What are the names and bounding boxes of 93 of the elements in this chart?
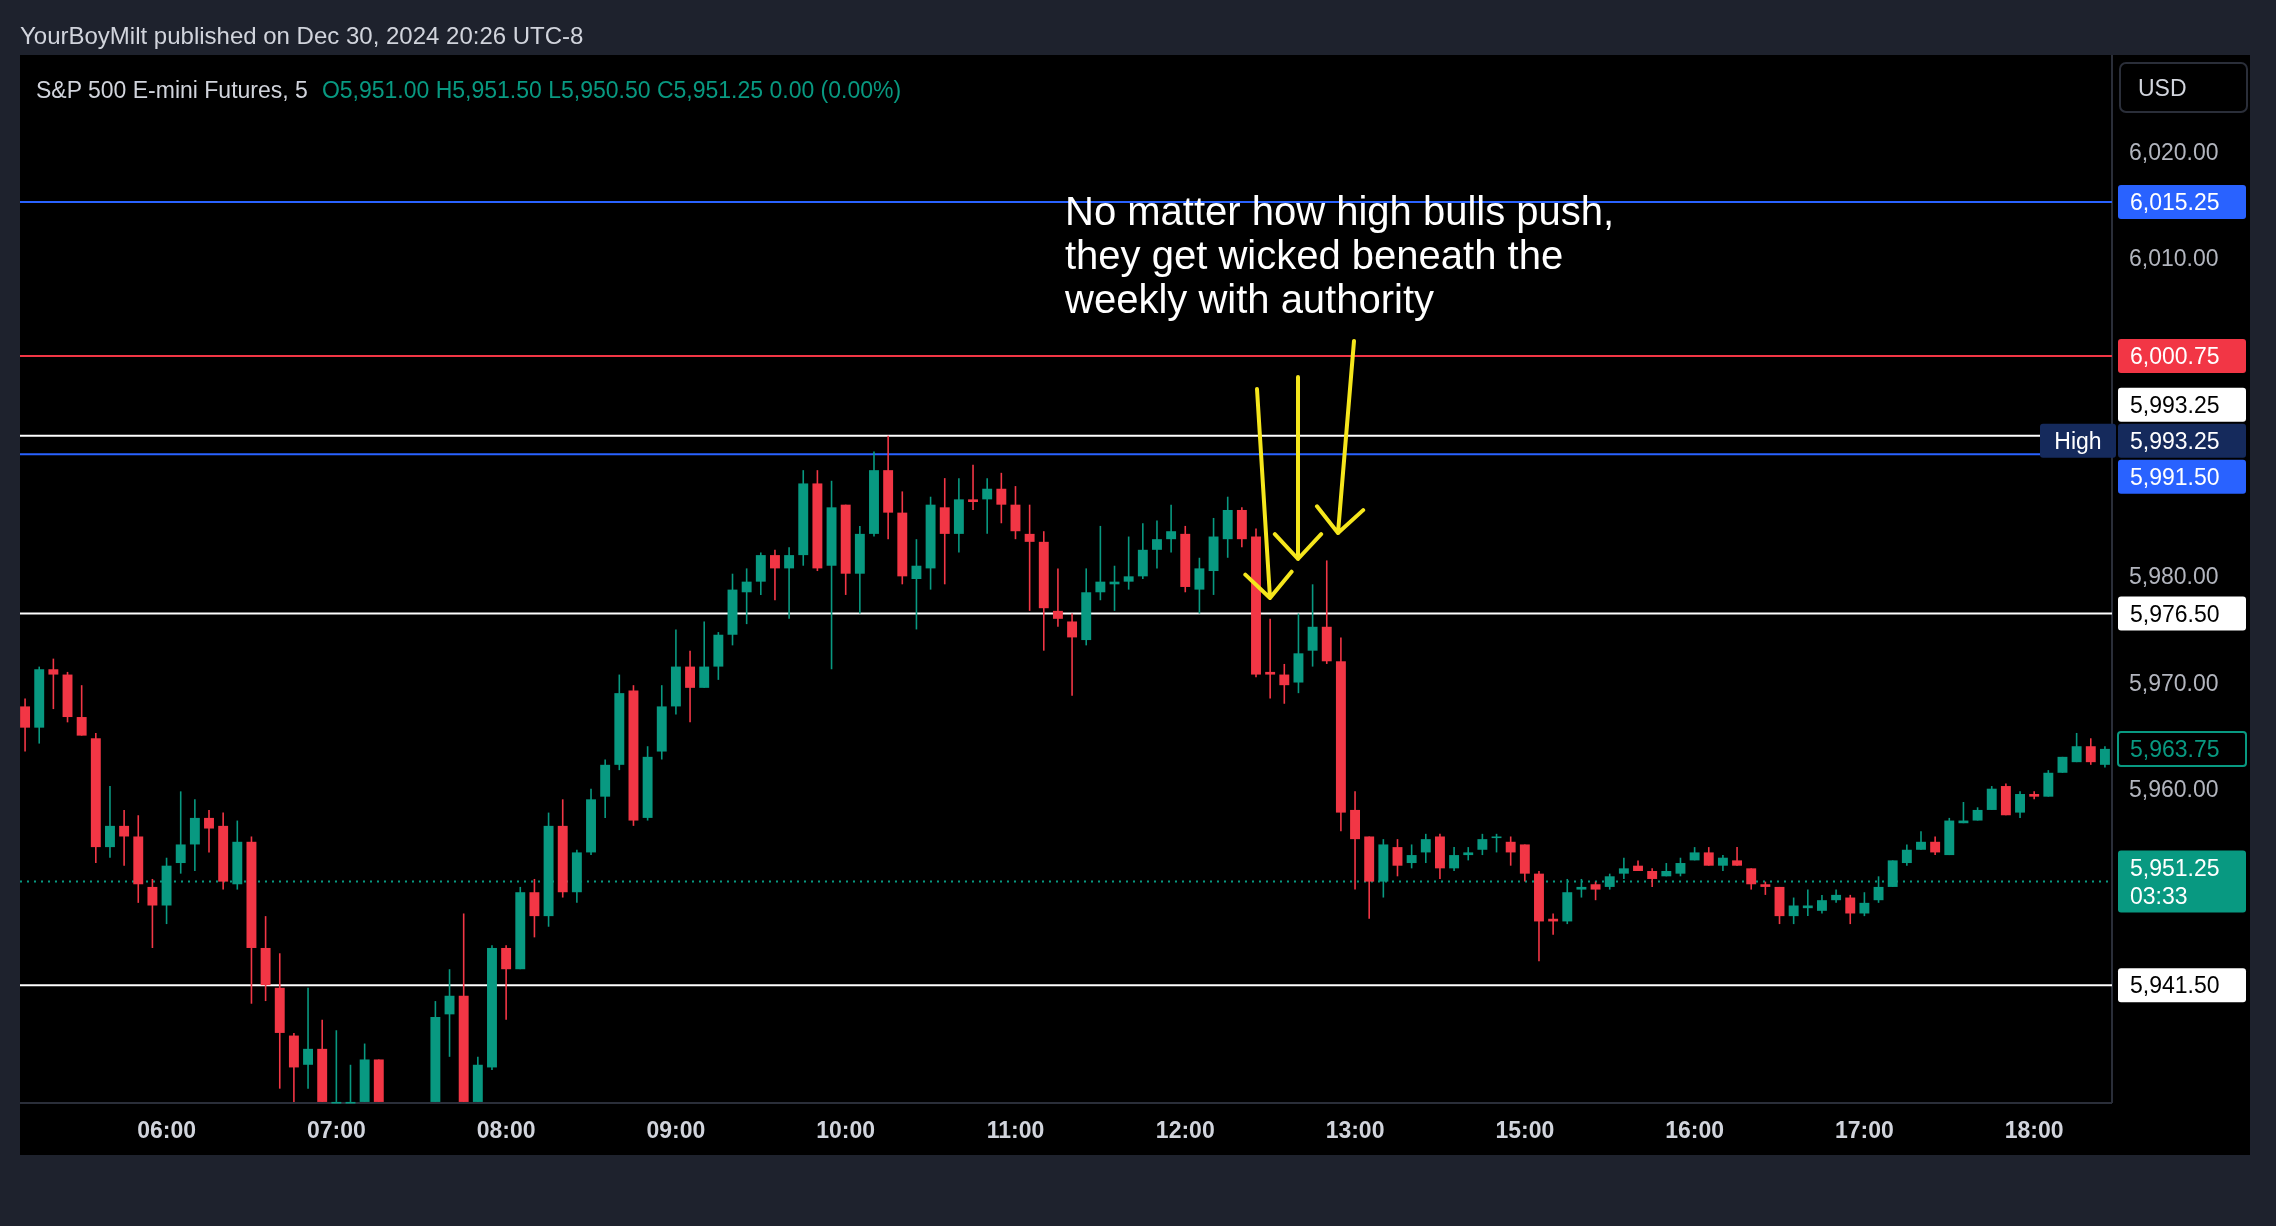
x-tick-label: 06:00: [137, 1117, 196, 1143]
candlestick: [968, 464, 978, 511]
y-tick-label: 6,010.00: [2129, 244, 2219, 271]
candlestick: [119, 809, 130, 867]
candlestick: [2085, 737, 2096, 766]
ref-line-label: 5,976.50: [2130, 600, 2220, 627]
candlestick: [1449, 846, 1460, 872]
candlestick: [1916, 830, 1926, 851]
candlestick: [1067, 612, 1078, 697]
candlestick: [1703, 846, 1714, 867]
candlestick: [1505, 835, 1516, 867]
candlestick: [1095, 525, 1106, 602]
candlestick: [1746, 867, 1757, 891]
candlestick: [20, 697, 31, 753]
ref-line-label: 5,991.50: [2130, 463, 2220, 490]
candlestick: [147, 878, 158, 949]
x-tick-label: 10:00: [816, 1117, 876, 1143]
candlestick: [1279, 663, 1290, 705]
text: S&P 500 E-mini Futures, 5: [36, 77, 308, 103]
candlestick: [2015, 790, 2025, 819]
candlestick: [784, 546, 795, 620]
candlestick: [501, 944, 512, 1021]
candlestick: [1647, 867, 1658, 888]
text: USD: [2138, 75, 2187, 101]
ref-line-label: 5,993.25: [2130, 391, 2220, 418]
candlestick: [1986, 785, 1997, 811]
candlestick: [1152, 519, 1162, 570]
candlestick: [1194, 556, 1205, 615]
candlestick: [1859, 891, 1870, 917]
candlestick: [1477, 833, 1488, 856]
candlestick: [175, 790, 186, 875]
y-tick-label: 5,970.00: [2129, 669, 2219, 696]
x-tick-label: 07:00: [306, 1117, 366, 1143]
x-tick-label: 11:00: [986, 1117, 1045, 1143]
text: 5,963.75: [2130, 735, 2220, 762]
annotation: High: [2054, 427, 2102, 454]
candlestick: [1491, 833, 1502, 854]
y-tick-label: 5,980.00: [2129, 563, 2219, 590]
candlestick: [1052, 567, 1063, 628]
ref-line-label: 6,000.75: [2130, 343, 2220, 370]
candlestick: [1788, 896, 1799, 925]
candlestick: [1845, 894, 1856, 925]
candlestick: [345, 1063, 356, 1104]
ref-line-label: 5,951.25 03:33: [2130, 854, 2220, 909]
x-tick-label: 12:00: [1155, 1117, 1215, 1143]
candlestick: [303, 986, 313, 1090]
candlestick: [105, 785, 115, 859]
candlestick: [1265, 618, 1276, 700]
text: YourBoyMilt published on Dec 30, 2024 20:26 UTC-8: [20, 22, 584, 49]
candlestick: [1123, 535, 1134, 591]
candlestick: [1732, 846, 1743, 867]
y-tick-label: 6,020.00: [2129, 138, 2219, 165]
ref-line-label: 5,941.50: [2130, 972, 2220, 999]
candlestick: [1901, 843, 1912, 867]
x-tick-label: 15:00: [1495, 1117, 1555, 1143]
x-tick-label: 16:00: [1665, 1117, 1725, 1143]
candlestick: [2043, 769, 2054, 798]
candlestick: [76, 684, 87, 737]
candlestick: [204, 809, 214, 854]
x-tick-label: 17:00: [1834, 1117, 1894, 1143]
ref-line-label: 6,015.25: [2130, 189, 2220, 216]
candlestick: [529, 878, 540, 939]
candlestick: [2099, 745, 2110, 769]
candlestick: [1406, 843, 1417, 870]
candlestick: [1307, 583, 1318, 668]
candlestick: [1817, 894, 1827, 915]
x-tick-label: 13:00: [1325, 1117, 1385, 1143]
candlestick: [1618, 856, 1629, 880]
candlestick: [1392, 838, 1403, 878]
candlestick: [770, 549, 780, 602]
candlestick: [1166, 503, 1177, 554]
candlestick: [48, 657, 59, 710]
annotation: No matter how high bulls push, they get wicked beneath the weekly with authority: [1064, 189, 1615, 321]
x-tick-label: 08:00: [476, 1117, 536, 1143]
text: 5,993.25: [2130, 427, 2220, 454]
candlestick: [911, 538, 922, 631]
candlestick: [1590, 880, 1601, 901]
candlestick: [2071, 732, 2082, 763]
candlestick: [741, 567, 752, 625]
text: O5,951.00 H5,951.50 L5,950.50 C5,951.25 0.00 (0.00%): [321, 77, 902, 103]
candlestick: [1024, 503, 1035, 612]
x-tick-label: 18:00: [2004, 1117, 2064, 1143]
candlestick: [1675, 856, 1686, 878]
candlestick: [699, 620, 710, 689]
candlestick: [331, 1029, 342, 1104]
x-tick-label: 09:00: [646, 1117, 706, 1143]
candlestick: [1463, 846, 1474, 862]
candlestick: [685, 649, 696, 724]
candlestick: [996, 472, 1007, 525]
candlestick: [1930, 835, 1941, 856]
y-tick-label: 5,960.00: [2129, 775, 2219, 802]
candlestick: [982, 477, 993, 535]
candlestick: [1420, 833, 1431, 864]
